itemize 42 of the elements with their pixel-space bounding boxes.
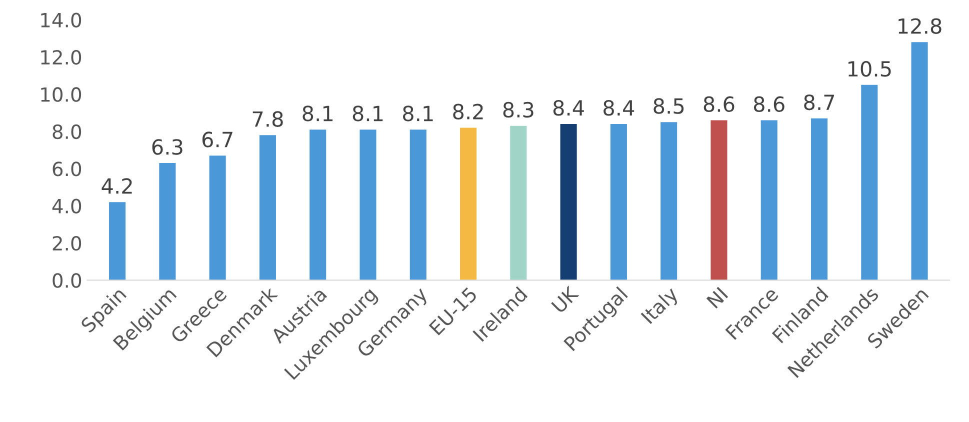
data-label: 8.6 [704,96,734,112]
bar [259,135,276,280]
y-tick-label: 8.0 [52,124,82,140]
bar [209,156,226,280]
bar [911,42,928,280]
data-label: 8.4 [553,100,584,116]
data-label: 8.1 [352,106,383,122]
bar [560,124,577,280]
y-tick-label: 12.0 [41,50,82,65]
data-label: 8.4 [604,100,634,116]
y-tick-label: 14.0 [41,12,82,28]
data-label: 6.3 [152,139,182,155]
bar [410,130,426,280]
y-tick-label: 6.0 [52,162,82,176]
data-label: 10.5 [848,60,891,77]
data-label: 8.6 [754,96,784,112]
bar [710,120,728,280]
bar [510,126,527,280]
data-label: 8.7 [804,94,834,110]
y-tick-label: 0.0 [52,273,82,288]
y-tick-label: 4.0 [52,198,82,214]
bar [310,130,326,280]
data-label: 8.1 [302,106,332,122]
data-label: 4.2 [102,178,132,194]
data-label: 8.5 [654,98,684,114]
bar [760,120,778,280]
bar [109,202,126,280]
data-label: 6.7 [202,132,232,148]
y-tick-label: 2.0 [52,236,82,251]
bar [810,118,828,280]
bar [460,128,477,280]
bar [660,122,678,280]
data-label: 8.3 [503,102,534,118]
data-label: 8.2 [453,104,483,120]
bar [360,130,376,280]
bar [861,84,878,280]
bar [610,124,627,280]
data-label: 7.8 [252,111,283,127]
data-label: 12.8 [898,18,942,34]
data-label: 8.1 [402,106,433,122]
bar [159,163,176,280]
y-tick-label: 10.0 [41,87,82,102]
